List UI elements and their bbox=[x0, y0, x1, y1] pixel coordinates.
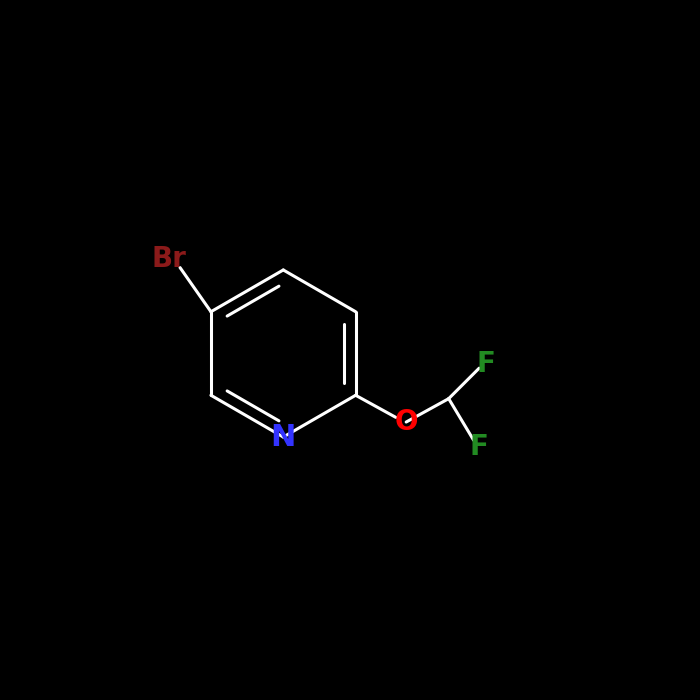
Text: O: O bbox=[394, 408, 418, 436]
Text: F: F bbox=[477, 349, 496, 377]
Text: N: N bbox=[271, 423, 296, 452]
Text: Br: Br bbox=[152, 245, 187, 273]
Text: F: F bbox=[469, 433, 488, 461]
